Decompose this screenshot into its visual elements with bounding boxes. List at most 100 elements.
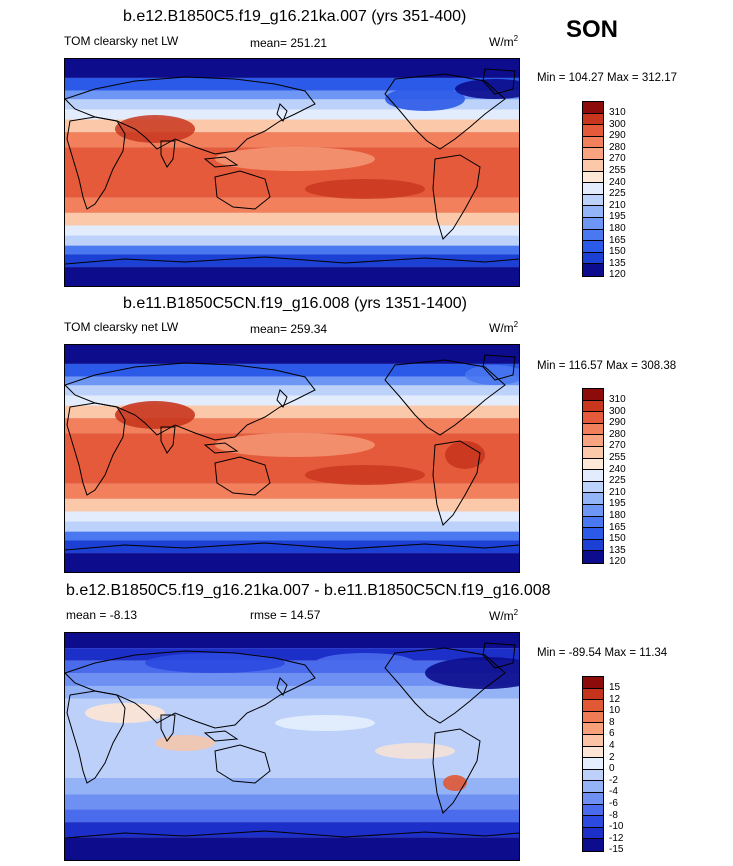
colorbar-swatch [583,171,603,184]
panel-1-mean-label: mean= 251.21 [250,36,328,50]
coastline [482,642,516,669]
colorbar-swatch [583,183,603,195]
field-band [65,648,519,661]
colorbar-swatch [583,102,603,114]
field-band [65,511,519,522]
field-anomaly [215,433,375,457]
colorbar-tick-label: -6 [609,798,618,809]
coastline [214,170,271,210]
field-band [65,531,519,541]
panel-1-variable-label: TOM clearsky net LW [64,34,179,48]
field-anomaly [155,735,215,751]
colorbar-tick-label: 4 [609,740,615,751]
colorbar-tick-label: 135 [609,544,626,556]
field-band [65,99,519,110]
colorbar-tick-label: 210 [609,486,626,498]
colorbar-tick-label: -8 [609,809,618,821]
field-band [65,794,519,810]
colorbar-tick-label: -2 [609,774,618,786]
panel-1-colorbar [582,101,604,277]
coastline [214,456,271,496]
colorbar-swatch [583,723,603,735]
map-field [65,59,519,286]
colorbar-tick-label: 280 [609,141,626,153]
colorbar-swatch [583,481,603,494]
field-anomaly [375,743,455,759]
colorbar-swatch [583,504,603,517]
field-band [65,376,519,386]
colorbar-swatch [583,792,603,805]
field-anomaly [115,115,195,143]
field-band [65,540,519,554]
colorbar-swatch [583,264,603,276]
colorbar-swatch [583,839,603,851]
field-band [65,109,519,120]
colorbar-swatch [583,551,603,563]
colorbar-tick-label: 150 [609,246,626,258]
field-anomaly [443,775,467,791]
field-band [65,673,519,686]
colorbar-tick-label: 165 [609,234,626,246]
colorbar-tick-label: 255 [609,165,626,176]
coastline [65,650,316,729]
field-band [65,197,519,213]
colorbar-tick-label: 290 [609,130,626,142]
coastline [160,426,176,454]
field-band [65,395,519,406]
field-anomaly [465,365,519,385]
colorbar-tick-label: 180 [609,223,626,234]
field-anomaly [275,715,375,731]
colorbar-swatch [583,816,603,828]
colorbar-swatch [583,711,603,724]
colorbar-swatch [583,458,603,471]
coastline [482,354,516,381]
colorbar-swatch [583,758,603,770]
colorbar-swatch [583,252,603,265]
field-band [65,822,519,838]
colorbar-swatch [583,241,603,253]
colorbar-swatch [583,389,603,401]
colorbar-tick-label: 8 [609,716,615,728]
panel-1-title: b.e12.B1850C5.f19_g16.21ka.007 (yrs 351-… [123,8,467,25]
colorbar-tick-label: 6 [609,728,615,740]
colorbar-tick-label: 135 [609,257,626,269]
colorbar-swatch [583,539,603,552]
colorbar-swatch [583,769,603,782]
panel-3-units: W/m2 [489,608,519,623]
field-anomaly [215,147,375,171]
panel-3-minmax: Min = -89.54 Max = 11.34 [537,647,668,659]
field-band [65,685,519,699]
coastline [276,103,288,122]
colorbar-tick-label: 310 [609,394,626,405]
coastline [203,730,239,742]
field-anomaly [115,401,195,429]
map-field [65,345,519,572]
coastline [66,402,126,496]
colorbar-tick-label: -12 [609,832,624,844]
field-band [65,77,519,91]
coastline [203,156,239,168]
field-band [65,245,519,255]
colorbar-swatch [583,677,603,689]
colorbar-swatch [583,113,603,126]
colorbar-swatch [583,804,603,817]
colorbar-tick-label: 15 [609,682,621,693]
coastline [66,116,126,210]
panel-1-units: W/m2 [489,34,519,49]
colorbar-tick-label: 225 [609,475,626,487]
colorbar-swatch [583,159,603,172]
colorbar-swatch [583,734,603,747]
field-band [65,345,519,364]
field-band [65,633,519,649]
colorbar-swatch [583,446,603,459]
field-band [65,212,519,226]
coastline [276,389,288,408]
colorbar-tick-label: 240 [609,176,626,188]
field-band [65,837,519,860]
field-band [65,363,519,377]
field-anomaly [455,79,519,99]
coastline [160,714,176,742]
colorbar-tick-label: 280 [609,428,626,440]
colorbar-swatch [583,400,603,413]
coastline [432,154,481,240]
